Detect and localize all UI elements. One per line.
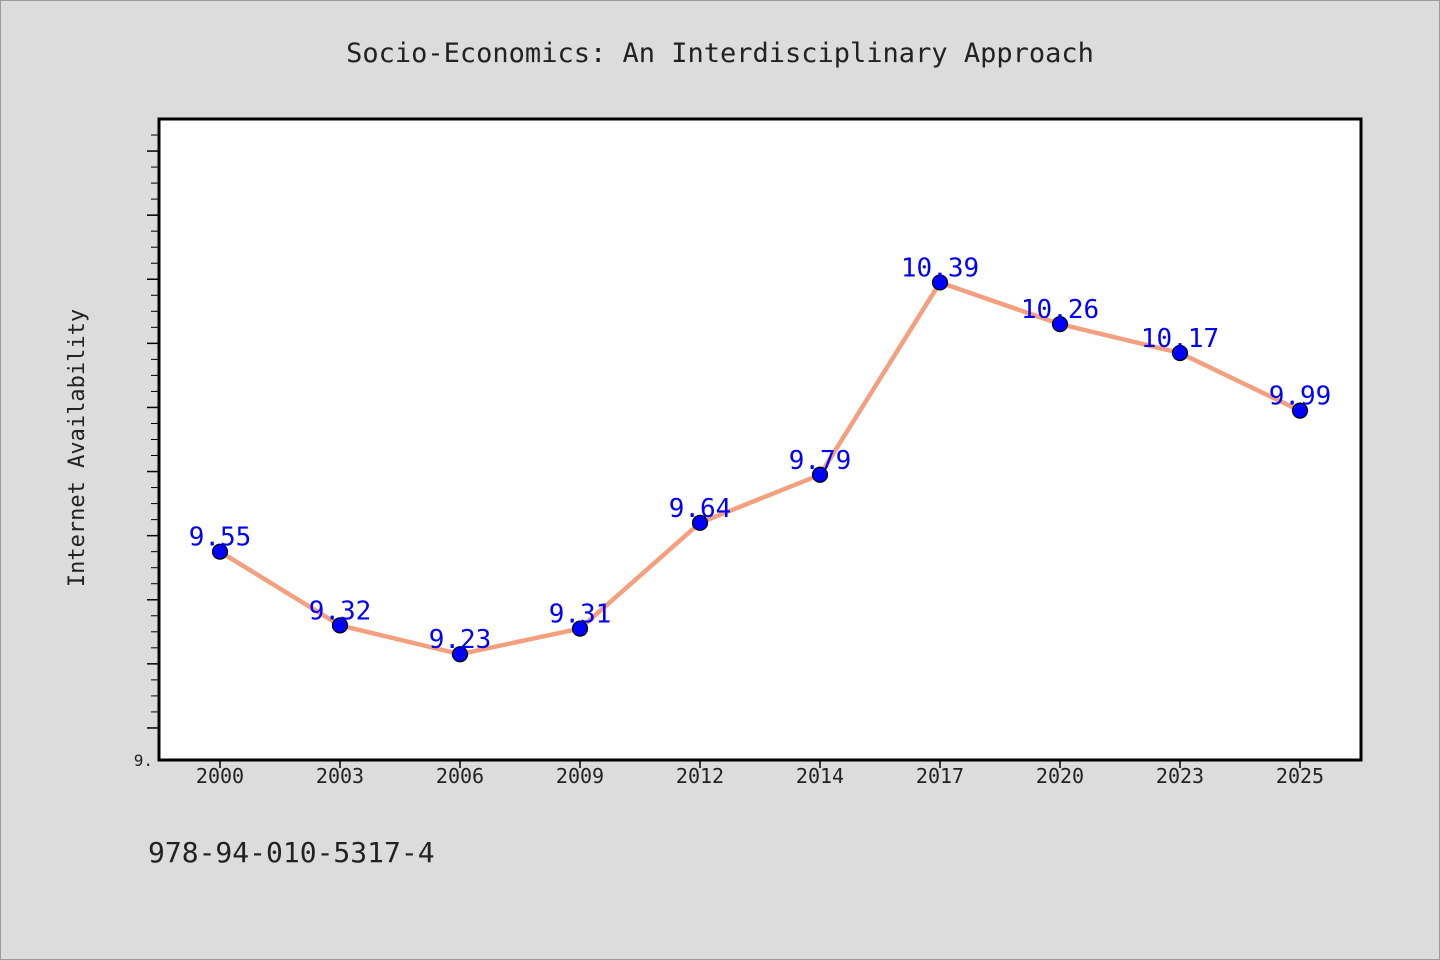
data-point <box>931 274 949 291</box>
x-tick-label: 2017 <box>916 764 964 788</box>
data-label: 9.31 <box>549 600 612 630</box>
data-point <box>331 617 349 634</box>
x-tick-label: 2014 <box>796 764 844 788</box>
x-tick-label: 2025 <box>1276 764 1324 788</box>
data-label: 9.99 <box>1269 382 1332 412</box>
x-tick-label: 2003 <box>316 764 364 788</box>
data-point <box>1051 316 1069 333</box>
data-label: 10.39 <box>901 253 979 283</box>
data-labels: 9.55 9.32 9.23 9.31 9.64 9.79 10.39 10.26 10.17 9… <box>189 253 1332 655</box>
y-axis-label: Internet Availability <box>65 309 90 587</box>
x-tick-label: 2012 <box>676 764 724 788</box>
data-point <box>211 543 229 560</box>
series-markers <box>211 274 1309 663</box>
data-label: 10.17 <box>1141 324 1219 354</box>
x-tick-label: 2020 <box>1036 764 1084 788</box>
isbn-text: 978-94-010-5317-4 <box>148 836 435 869</box>
data-point <box>691 514 709 531</box>
chart-title: Socio-Economics: An Interdisciplinary Ap… <box>346 38 1094 69</box>
x-tick-label: 2006 <box>436 764 484 788</box>
y-tick-label: 9. <box>134 751 153 770</box>
data-point <box>1291 402 1309 419</box>
data-point <box>571 620 589 637</box>
data-point <box>811 466 829 483</box>
data-point <box>451 646 469 663</box>
plot-area <box>157 117 1363 762</box>
data-label: 9.79 <box>789 446 852 476</box>
data-point <box>1171 344 1189 362</box>
data-label: 10.26 <box>1021 295 1099 325</box>
x-tick-label: 2009 <box>556 764 604 788</box>
x-tick-label: 2000 <box>196 764 244 788</box>
data-label: 9.32 <box>309 596 372 626</box>
data-label: 9.55 <box>189 523 252 553</box>
x-axis: 2000 2003 2006 2009 2012 2014 2017 2020 2023 2025 <box>196 760 1324 788</box>
series-line <box>217 280 1303 657</box>
data-label: 9.23 <box>429 625 492 655</box>
data-label: 9.64 <box>669 494 732 524</box>
y-axis-ticks <box>147 134 159 729</box>
x-tick-label: 2023 <box>1156 764 1204 788</box>
